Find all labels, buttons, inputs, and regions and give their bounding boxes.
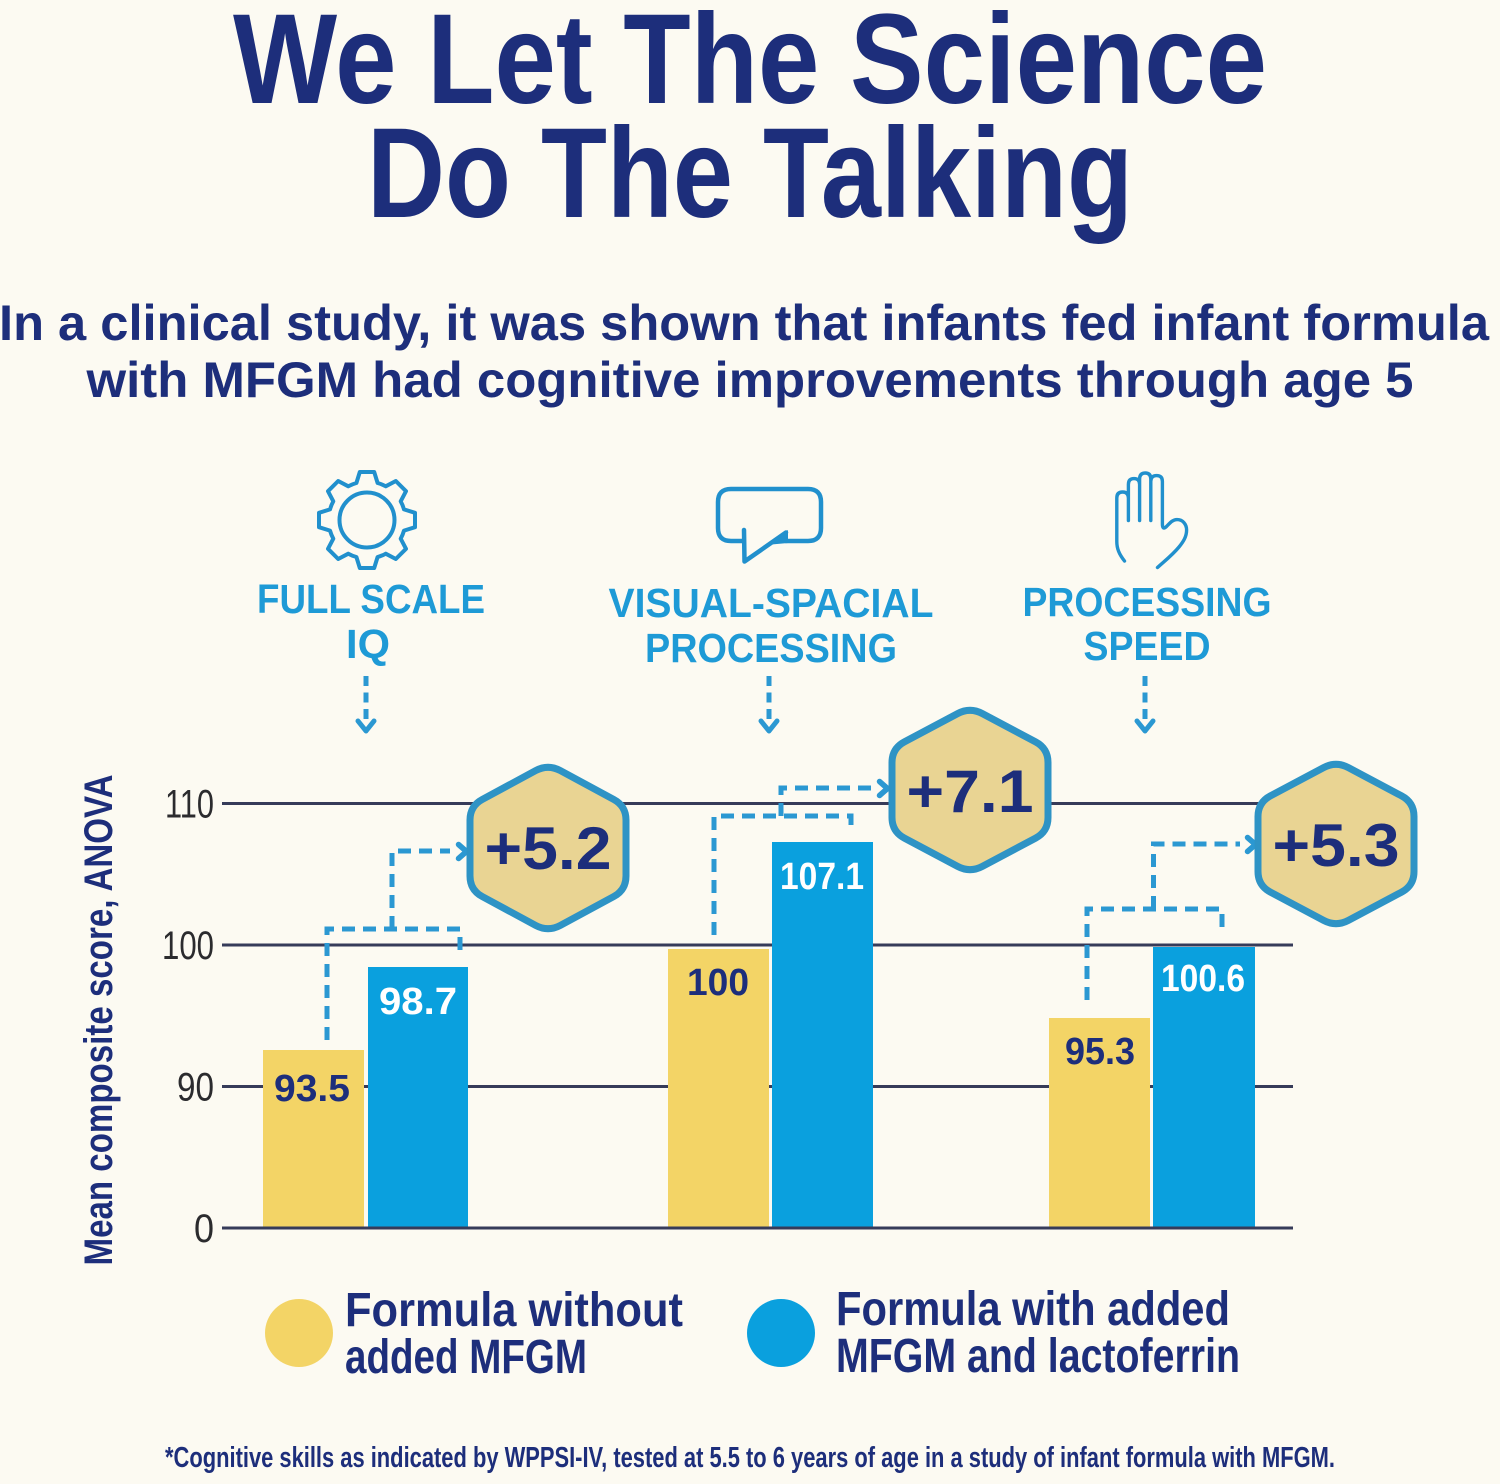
svg-text:98.7: 98.7 [379,981,457,1023]
svg-text:95.3: 95.3 [1065,1031,1135,1073]
svg-text:SPEED: SPEED [1084,623,1211,669]
svg-text:IQ: IQ [346,621,390,667]
svg-text:In a clinical study, it was sh: In a clinical study, it was shown that i… [0,295,1490,351]
svg-text:100: 100 [687,962,749,1004]
svg-text:added MFGM: added MFGM [345,1331,587,1384]
svg-text:0: 0 [194,1207,214,1251]
svg-text:90: 90 [177,1066,214,1110]
svg-text:Mean composite score, ANOVA: Mean composite score, ANOVA [77,775,121,1266]
svg-text:100.6: 100.6 [1161,958,1245,1000]
svg-text:+5.3: +5.3 [1273,812,1400,879]
svg-text:93.5: 93.5 [274,1068,350,1110]
svg-text:+5.2: +5.2 [485,815,612,882]
svg-text:110: 110 [165,783,214,827]
svg-text:*Cognitive skills as indicated: *Cognitive skills as indicated by WPPSI-… [165,1442,1335,1474]
svg-text:VISUAL-SPACIAL: VISUAL-SPACIAL [609,580,934,626]
svg-text:+7.1: +7.1 [907,758,1034,825]
svg-text:Do The Talking: Do The Talking [367,102,1133,245]
svg-text:Formula with added: Formula with added [836,1283,1230,1336]
svg-text:We Let The Science: We Let The Science [233,0,1267,131]
svg-text:MFGM and lactoferrin: MFGM and lactoferrin [836,1330,1240,1383]
svg-text:100: 100 [162,924,214,968]
svg-text:107.1: 107.1 [780,856,864,898]
svg-text:FULL SCALE: FULL SCALE [257,576,485,622]
svg-text:PROCESSING: PROCESSING [645,625,897,671]
svg-text:PROCESSING: PROCESSING [1023,579,1272,625]
svg-text:with MFGM had cognitive improv: with MFGM had cognitive improvements thr… [85,352,1413,408]
svg-text:Formula without: Formula without [345,1284,683,1337]
